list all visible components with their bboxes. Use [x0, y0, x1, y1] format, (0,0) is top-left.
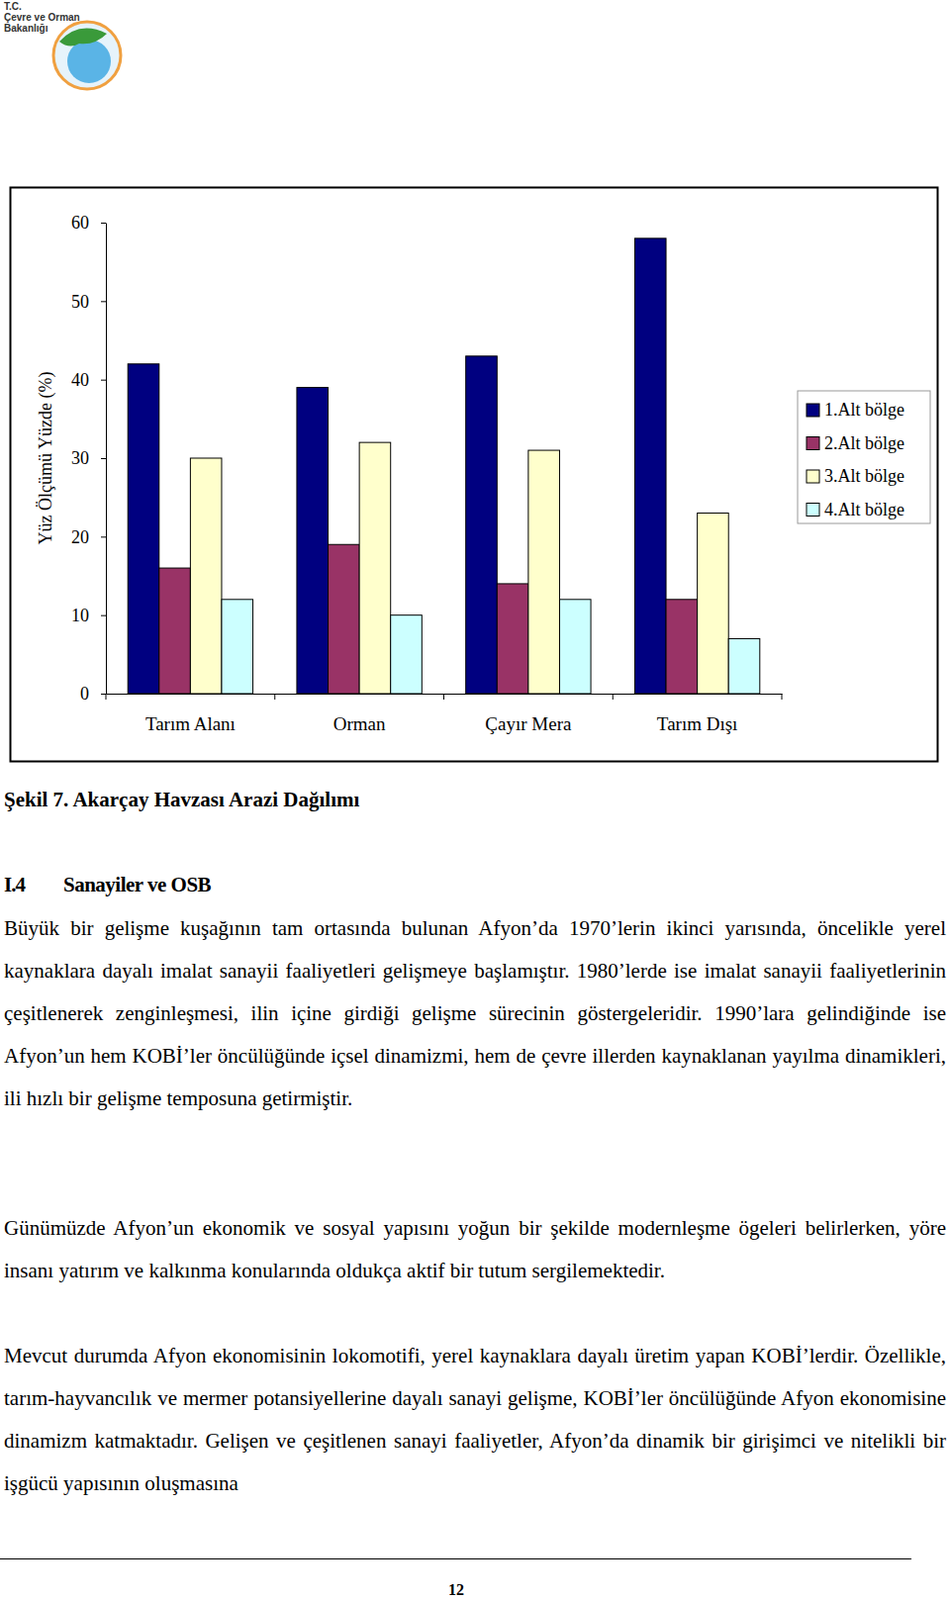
- category-separator: [612, 693, 614, 700]
- bar: [328, 544, 361, 694]
- y-tick-label: 50: [71, 291, 90, 312]
- x-tick: Tarım Dışı: [657, 693, 739, 735]
- bars: [127, 238, 760, 694]
- x-tick-label: Orman: [333, 713, 386, 735]
- y-tick-mark: [100, 300, 106, 302]
- bar: [634, 238, 666, 694]
- y-tick: 10: [71, 605, 106, 626]
- logo-text: Bakanlığı: [3, 22, 49, 34]
- bar: [466, 356, 498, 694]
- y-tick: 20: [71, 527, 106, 548]
- legend-swatch: [806, 470, 820, 483]
- bar: [190, 458, 222, 694]
- logo-ring: [53, 21, 121, 90]
- bar: [528, 450, 561, 694]
- legend-label: 4.Alt bölge: [824, 499, 905, 520]
- bar: [296, 387, 329, 694]
- y-tick-mark: [100, 693, 106, 695]
- bar: [359, 442, 391, 694]
- x-tick-label: Tarım Dışı: [657, 713, 739, 735]
- legend: 1.Alt bölge 2.Alt bölge 3.Alt bölge 4.Alt b…: [797, 390, 931, 524]
- logo-text: T.C.: [3, 0, 22, 12]
- chart: 0102030405060Tarım AlanıOrmanÇayır MeraT…: [35, 212, 931, 735]
- category-separator: [105, 693, 107, 700]
- logo-globe: [67, 39, 111, 84]
- legend-swatch: [806, 437, 820, 451]
- y-axis-line: [105, 223, 107, 695]
- y-tick-mark: [100, 222, 106, 224]
- legend-label: 2.Alt bölge: [824, 433, 905, 454]
- y-tick-label: 10: [71, 605, 90, 626]
- legend-label: 3.Alt bölge: [824, 466, 905, 486]
- section-title: Sanayiler ve OSB: [63, 872, 211, 897]
- paragraph: Büyük bir gelişme kuşağının tam ortasınd…: [3, 907, 947, 1121]
- paragraph: Günümüzde Afyon’un ekonomik ve sosyal ya…: [3, 1207, 947, 1293]
- bar: [728, 638, 760, 694]
- bar: [159, 568, 191, 694]
- y-tick: 40: [71, 370, 106, 390]
- logo-text: Çevre ve Orman: [3, 11, 81, 23]
- y-tick: 60: [71, 212, 106, 233]
- legend-box: [797, 390, 931, 524]
- bar: [697, 513, 730, 694]
- y-tick-label: 40: [71, 370, 90, 390]
- x-tick-label: Çayır Mera: [484, 713, 572, 735]
- category-separator: [274, 693, 276, 700]
- legend-swatch: [806, 503, 820, 517]
- y-tick-mark: [100, 380, 106, 381]
- y-tick-label: 20: [71, 527, 90, 548]
- y-axis-title: Yüz Ölçümü Yüzde (%): [35, 372, 57, 546]
- y-tick-mark: [100, 458, 106, 460]
- logo: T.C.Çevre ve OrmanBakanlığı: [3, 0, 121, 90]
- chart-frame: [10, 188, 939, 762]
- bar: [559, 599, 591, 694]
- y-tick: 0: [80, 683, 106, 704]
- y-tick-label: 30: [71, 448, 90, 469]
- category-separator: [781, 693, 783, 700]
- bar: [496, 583, 529, 694]
- y-tick: 30: [71, 448, 106, 469]
- figure-caption: Şekil 7. Akarçay Havzası Arazi Dağılımı: [3, 786, 360, 813]
- section-number: I.4: [3, 870, 64, 899]
- y-axis: 0 10 20 30 40 50 60: [71, 212, 107, 704]
- bar: [127, 364, 160, 694]
- logo-leaf: [59, 28, 107, 47]
- x-axis: Tarım Alanı Orman Çayır Mera Tarım Dışı: [106, 693, 783, 735]
- legend-swatch: [806, 403, 820, 417]
- legend-label: 1.Alt bölge: [824, 399, 905, 420]
- y-tick-mark: [100, 615, 106, 617]
- x-tick-label: Tarım Alanı: [145, 713, 236, 735]
- section-heading: I.4Sanayiler ve OSB: [3, 870, 211, 899]
- x-tick: Tarım Alanı: [145, 693, 236, 735]
- x-tick: Orman: [333, 693, 386, 735]
- x-tick: Çayır Mera: [484, 693, 572, 735]
- footer-rule: [0, 1558, 912, 1560]
- y-tick-mark: [100, 536, 106, 538]
- page-number: 12: [448, 1581, 465, 1599]
- paragraph: Mevcut durumda Afyon ekonomisinin lokomo…: [3, 1334, 947, 1506]
- y-tick-label: 0: [80, 683, 90, 704]
- bar: [390, 615, 423, 694]
- y-tick: 50: [71, 291, 106, 312]
- bar: [665, 599, 698, 694]
- bar: [221, 599, 254, 694]
- category-separator: [443, 693, 445, 700]
- y-tick-label: 60: [71, 212, 90, 233]
